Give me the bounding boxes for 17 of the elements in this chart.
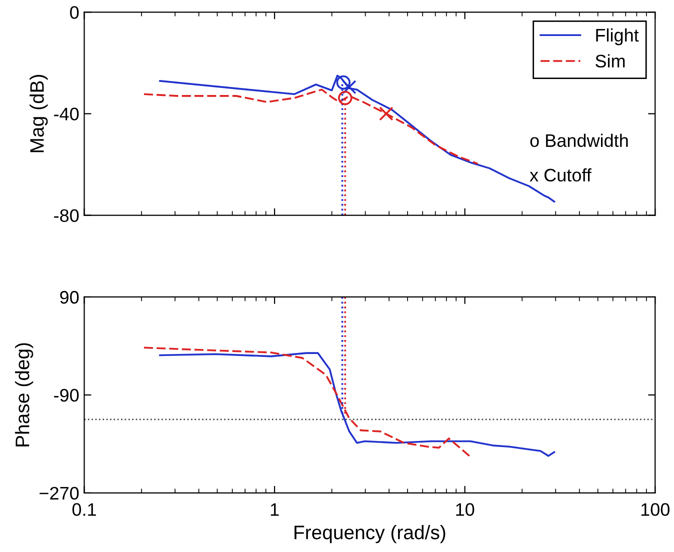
y-tick-label: -80	[54, 209, 79, 222]
y-tick-label: -40	[54, 108, 79, 120]
y-tick-label: -90	[54, 388, 79, 402]
annotation: x Cutoff	[530, 168, 592, 182]
x-tick-label: 1	[270, 503, 279, 516]
y-tick-label: −270	[40, 486, 79, 500]
x-axis-title: Frequency (rad/s)	[294, 525, 446, 544]
x-tick-label: 0.1	[72, 503, 96, 516]
y-tick-label: 0	[70, 6, 79, 19]
x-tick-label: 100	[641, 503, 670, 516]
y-axis-title: Mag (dB)	[30, 74, 48, 152]
y-tick-label: 90	[60, 290, 79, 304]
legend-label: Sim	[596, 54, 625, 68]
x-tick-label: 10	[456, 503, 474, 516]
legend-label: Flight	[596, 28, 639, 46]
y-axis-title: Phase (deg)	[15, 343, 34, 446]
annotation: o Bandwidth	[530, 134, 628, 147]
